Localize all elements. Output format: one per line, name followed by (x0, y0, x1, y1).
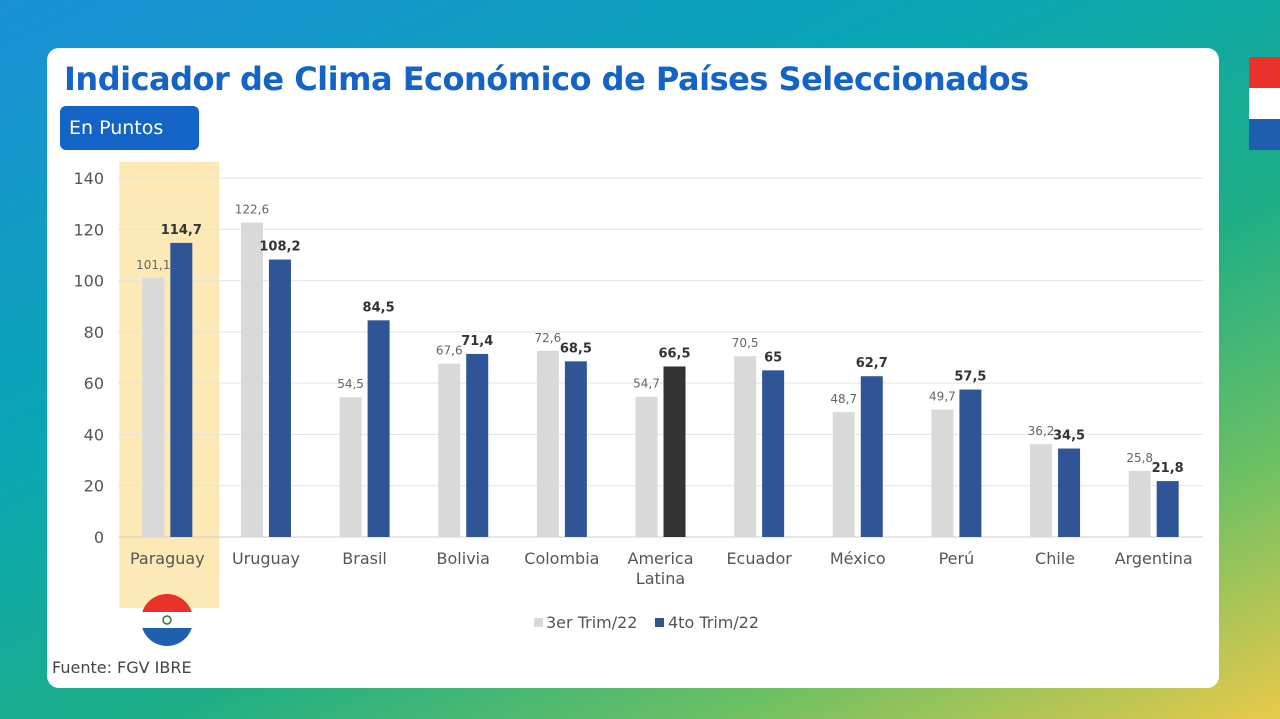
y-tick-label: 60 (84, 374, 104, 393)
bar-3er-trim (1030, 444, 1053, 537)
y-tick-label: 80 (84, 323, 104, 342)
x-tick-label: Argentina (1115, 549, 1193, 568)
bar-4to-trim (762, 370, 785, 537)
data-label-4to-trim: 71,4 (461, 334, 493, 349)
bar-4to-trim (564, 361, 587, 537)
bar-3er-trim (1128, 470, 1151, 537)
data-label-4to-trim: 68,5 (560, 341, 592, 356)
legend-swatch-4to-trim (655, 618, 664, 627)
bar-3er-trim (931, 409, 954, 537)
data-label-3er-trim: 67,6 (436, 344, 463, 358)
data-label-3er-trim: 54,7 (633, 377, 660, 391)
bar-4to-trim (367, 320, 390, 537)
y-tick-label: 100 (73, 272, 104, 291)
data-label-3er-trim: 25,8 (1126, 451, 1153, 465)
bar-4to-trim (663, 366, 686, 537)
data-label-3er-trim: 49,7 (929, 390, 956, 404)
bar-4to-trim (1156, 481, 1179, 537)
source-note: Fuente: FGV IBRE (52, 658, 192, 677)
data-label-4to-trim: 34,5 (1053, 429, 1085, 444)
bar-3er-trim (734, 356, 757, 537)
data-label-3er-trim: 122,6 (235, 203, 269, 217)
x-tick-label: Bolivia (437, 549, 490, 568)
data-label-4to-trim: 57,5 (954, 370, 986, 385)
bar-3er-trim (635, 396, 658, 537)
data-label-3er-trim: 54,5 (337, 377, 364, 391)
x-tick-label: Chile (1035, 549, 1075, 568)
flag-stripe-red (1249, 57, 1280, 88)
bar-3er-trim (832, 412, 855, 537)
paraguay-flag-icon (141, 594, 193, 646)
bar-3er-trim (438, 363, 461, 537)
bar-4to-trim (860, 376, 883, 537)
bar-3er-trim (339, 397, 362, 537)
x-tick-label: Uruguay (232, 549, 300, 568)
bar-4to-trim (1058, 448, 1081, 537)
x-tick-label: Ecuador (726, 549, 792, 568)
highlight-band (119, 162, 220, 608)
data-label-3er-trim: 70,5 (732, 336, 759, 350)
data-label-3er-trim: 48,7 (830, 392, 857, 406)
flag-stripe-white (1249, 88, 1280, 119)
data-label-3er-trim: 72,6 (535, 331, 562, 345)
x-tick-label: Paraguay (130, 549, 205, 568)
bar-4to-trim (268, 259, 291, 537)
data-label-4to-trim: 114,7 (161, 223, 202, 238)
y-tick-label: 20 (84, 477, 104, 496)
data-label-4to-trim: 108,2 (259, 240, 300, 255)
page-title: Indicador de Clima Económico de Países S… (64, 60, 1029, 98)
flag-stripe-blue (1249, 119, 1280, 150)
bar-3er-trim (240, 222, 263, 537)
x-tick-label: America Latina (628, 549, 694, 588)
x-tick-label: Colombia (524, 549, 599, 568)
legend-swatch-3er-trim (534, 618, 543, 627)
y-tick-label: 140 (73, 169, 104, 188)
data-label-4to-trim: 84,5 (363, 300, 395, 315)
data-label-3er-trim: 101,1 (136, 258, 170, 272)
data-label-4to-trim: 21,8 (1152, 461, 1184, 476)
unit-badge: En Puntos (60, 106, 199, 150)
bar-3er-trim (536, 350, 559, 537)
x-tick-label: México (830, 549, 886, 568)
bar-3er-trim (142, 277, 165, 537)
y-tick-label: 120 (73, 220, 104, 239)
data-label-4to-trim: 66,5 (658, 346, 690, 361)
data-label-3er-trim: 36,2 (1028, 424, 1055, 438)
bar-4to-trim (466, 353, 489, 537)
y-tick-label: 0 (94, 528, 104, 547)
x-tick-label: Brasil (342, 549, 387, 568)
bar-4to-trim (170, 242, 193, 537)
data-label-4to-trim: 65 (764, 350, 782, 365)
legend-label-4to-trim: 4to Trim/22 (668, 613, 759, 632)
bar-4to-trim (959, 389, 982, 537)
data-label-4to-trim: 62,7 (856, 356, 888, 371)
legend-label-3er-trim: 3er Trim/22 (546, 613, 637, 632)
y-tick-label: 40 (84, 425, 104, 444)
x-tick-label: Perú (939, 549, 975, 568)
